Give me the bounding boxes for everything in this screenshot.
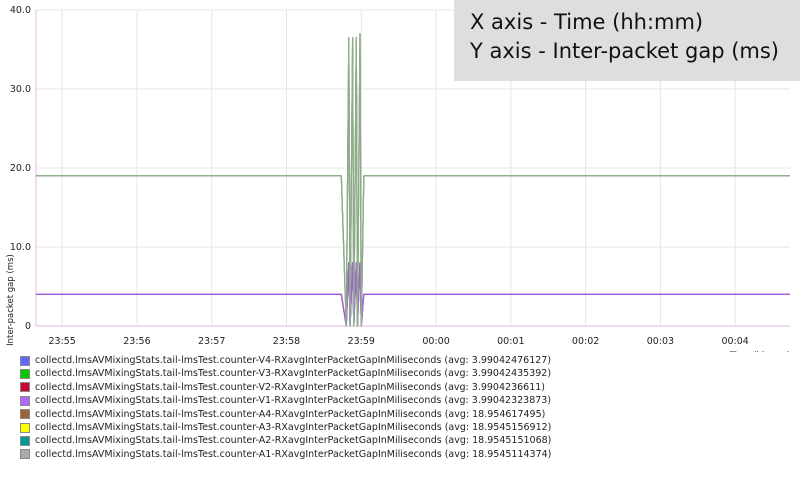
- x-tick-label: 00:02: [572, 336, 599, 347]
- legend-item: collectd.lmsAVMixingStats.tail-lmsTest.c…: [20, 394, 790, 407]
- legend-swatch: [20, 449, 30, 460]
- x-axis-description: X axis - Time (hh:mm): [470, 10, 704, 34]
- x-tick-label: 23:55: [48, 336, 75, 347]
- y-tick-label: 30.0: [10, 84, 31, 95]
- legend-label: collectd.lmsAVMixingStats.tail-lmsTest.c…: [35, 368, 552, 380]
- legend-item: collectd.lmsAVMixingStats.tail-lmsTest.c…: [20, 381, 790, 394]
- y-axis-title: Inter-packet gap (ms): [6, 254, 16, 346]
- legend-swatch: [20, 382, 30, 393]
- x-tick-label: 00:00: [422, 336, 449, 347]
- series-line-7: [36, 33, 790, 327]
- legend-swatch: [20, 395, 30, 406]
- legend-item: collectd.lmsAVMixingStats.tail-lmsTest.c…: [20, 367, 790, 380]
- legend-swatch: [20, 422, 30, 433]
- x-tick-label: 00:04: [721, 336, 748, 347]
- x-tick-label: 00:01: [497, 336, 524, 347]
- legend-label: collectd.lmsAVMixingStats.tail-lmsTest.c…: [35, 421, 552, 433]
- legend-swatch: [20, 409, 30, 420]
- y-tick-label: 40.0: [10, 5, 31, 16]
- x-tick-label: 23:56: [123, 336, 150, 347]
- x-tick-label: 23:58: [273, 336, 300, 347]
- legend-label: collectd.lmsAVMixingStats.tail-lmsTest.c…: [35, 395, 552, 407]
- legend-item: collectd.lmsAVMixingStats.tail-lmsTest.c…: [20, 434, 790, 447]
- legend-item: collectd.lmsAVMixingStats.tail-lmsTest.c…: [20, 408, 790, 421]
- y-tick-label: 0: [25, 321, 31, 332]
- legend-label: collectd.lmsAVMixingStats.tail-lmsTest.c…: [35, 355, 552, 366]
- legend-label: collectd.lmsAVMixingStats.tail-lmsTest.c…: [35, 435, 552, 447]
- axis-description-box: X axis - Time (hh:mm) Y axis - Inter-pac…: [454, 0, 800, 81]
- x-tick-label: 00:03: [647, 336, 674, 347]
- x-tick-label: 23:57: [198, 336, 225, 347]
- chart-legend: collectd.lmsAVMixingStats.tail-lmsTest.c…: [20, 354, 790, 461]
- legend-swatch: [20, 436, 30, 447]
- legend-item: collectd.lmsAVMixingStats.tail-lmsTest.c…: [20, 421, 790, 434]
- x-tick-label: 23:59: [348, 336, 375, 347]
- y-axis-description: Y axis - Inter-packet gap (ms): [470, 39, 780, 63]
- legend-swatch: [20, 355, 30, 366]
- legend-label: collectd.lmsAVMixingStats.tail-lmsTest.c…: [35, 408, 546, 420]
- x-axis-title: Time (hh:mm): [729, 351, 790, 352]
- legend-label: collectd.lmsAVMixingStats.tail-lmsTest.c…: [35, 381, 545, 393]
- legend-swatch: [20, 369, 30, 380]
- legend-item: collectd.lmsAVMixingStats.tail-lmsTest.c…: [20, 448, 790, 461]
- y-tick-label: 10.0: [10, 242, 31, 253]
- legend-item: collectd.lmsAVMixingStats.tail-lmsTest.c…: [20, 354, 790, 367]
- y-tick-label: 20.0: [10, 163, 31, 174]
- legend-label: collectd.lmsAVMixingStats.tail-lmsTest.c…: [35, 448, 552, 460]
